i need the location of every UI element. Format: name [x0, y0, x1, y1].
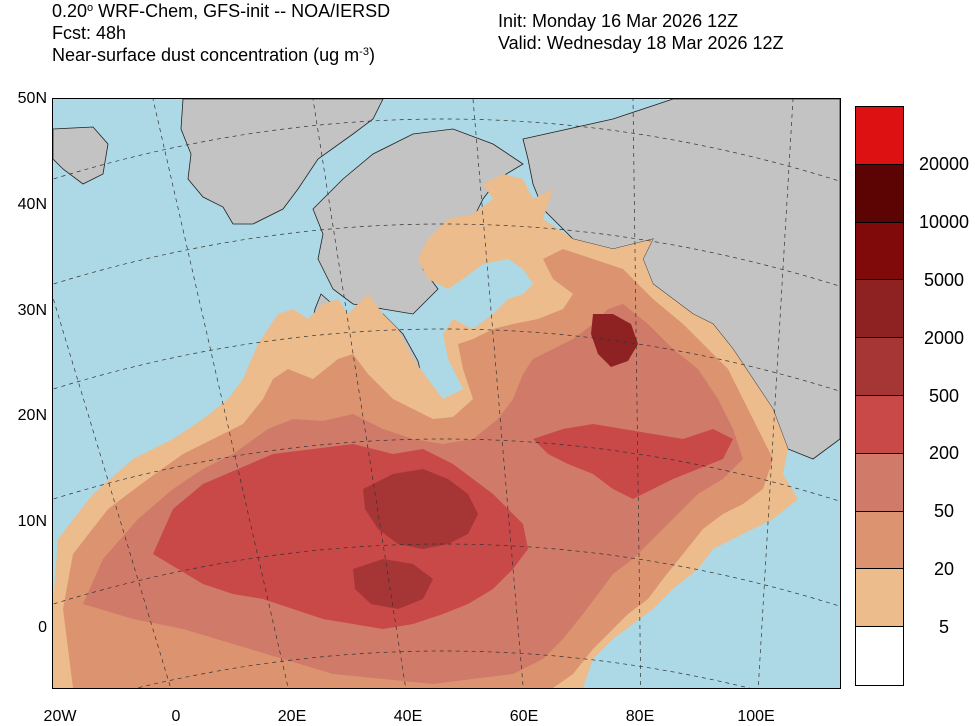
lon-label-60e: 60E	[509, 708, 539, 725]
colorbar-swatch-10	[856, 627, 903, 685]
dust-500	[363, 469, 478, 549]
field-unit-close: )	[368, 45, 375, 65]
dust-field	[53, 174, 798, 688]
unit-exponent: -3	[359, 46, 369, 58]
lon-label-100e: 100E	[737, 708, 775, 725]
colorbar-label: 2000	[923, 328, 965, 348]
lat-label-20n: 20N	[17, 407, 47, 424]
graticule	[53, 99, 840, 688]
colorbar-swatch-6	[856, 396, 903, 454]
colorbar-label: 5	[938, 617, 949, 637]
field-title: Near-surface dust concentration (ug m-3)	[52, 44, 390, 66]
colorbar-swatch-3	[856, 222, 903, 281]
lon-label-0: 0	[171, 708, 181, 725]
lon-label-40e: 40E	[393, 708, 423, 725]
lat-label-50n: 50N	[17, 90, 47, 107]
lat-label-30n: 30N	[17, 302, 47, 319]
degree-symbol: o	[87, 2, 94, 14]
colorbar-swatch-4	[856, 280, 903, 339]
lat-label-10n: 10N	[17, 513, 47, 530]
valid-time: Valid: Wednesday 18 Mar 2026 12Z	[498, 33, 784, 53]
colorbar	[855, 106, 904, 686]
colorbar-label: 20000	[918, 154, 970, 174]
dust-map	[53, 99, 840, 688]
map-title-block: 0.20o WRF-Chem, GFS-init -- NOA/IERSD Fc…	[52, 0, 390, 66]
colorbar-label: 500	[928, 386, 960, 406]
forecast-hour: Fcst: 48h	[52, 23, 127, 43]
model-resolution: 0.20	[52, 1, 88, 21]
colorbar-label: 5000	[923, 270, 965, 290]
lat-label-0: 0	[38, 619, 47, 636]
colorbar-swatch-5	[856, 338, 903, 396]
colorbar-label: 50	[933, 501, 955, 521]
init-time: Init: Monday 16 Mar 2026 12Z	[498, 11, 739, 31]
colorbar-label: 10000	[918, 212, 970, 232]
colorbar-swatch-1	[856, 107, 903, 165]
colorbar-swatch-9	[856, 569, 903, 628]
colorbar-label: 200	[928, 443, 960, 463]
lat-label-40n: 40N	[17, 196, 47, 213]
model-name: WRF-Chem, GFS-init -- NOA/IERSD	[93, 1, 391, 21]
dust-2000-caspian	[591, 314, 638, 367]
colorbar-swatch-8	[856, 511, 903, 570]
lon-label-20e: 20E	[277, 708, 307, 725]
colorbar-label: 20	[933, 559, 955, 579]
map-frame	[52, 98, 841, 689]
lon-label-20w: 20W	[43, 708, 77, 725]
time-block: Init: Monday 16 Mar 2026 12Z Valid: Wedn…	[498, 10, 784, 54]
colorbar-swatch-2	[856, 164, 903, 223]
colorbar-swatch-7	[856, 453, 903, 512]
field-name: Near-surface dust concentration (ug m	[52, 45, 360, 65]
model-title: 0.20o WRF-Chem, GFS-init -- NOA/IERSD	[52, 0, 390, 22]
dust-200-east	[533, 424, 733, 499]
lon-label-80e: 80E	[625, 708, 655, 725]
dust-500-south	[353, 559, 433, 609]
